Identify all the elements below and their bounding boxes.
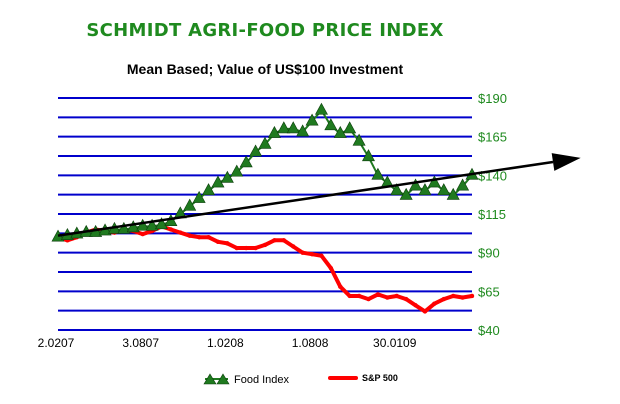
sp500-point (168, 227, 174, 232)
sp500-point (413, 303, 418, 308)
x-tick-label: 30.0109 (373, 336, 417, 350)
food-index-point (286, 121, 300, 134)
sp500-point (460, 295, 465, 300)
food-index-point (399, 187, 413, 200)
food-index-series (51, 102, 479, 242)
food-index-point (267, 125, 281, 138)
sp500-point (432, 301, 437, 306)
legend-food-marker (216, 373, 230, 385)
sp500-point (272, 238, 277, 243)
sp500-point (441, 296, 446, 302)
x-tick-label: 1.0208 (207, 336, 244, 350)
x-tick-label: 2.0207 (38, 336, 75, 350)
food-index-point (324, 118, 338, 131)
sp500-point (253, 245, 258, 251)
sp500-point (300, 250, 305, 255)
legend-item-sp500: S&P 500 (328, 373, 398, 383)
food-index-point (390, 183, 404, 196)
food-index-point (343, 121, 357, 134)
food-index-point (427, 175, 441, 188)
sp500-point (469, 293, 475, 299)
chart-title: SCHMIDT AGRI-FOOD PRICE INDEX (86, 20, 443, 41)
sp500-point (422, 309, 428, 314)
sp500-point (225, 241, 230, 246)
food-index-point (314, 102, 328, 115)
y-axis-ticks: $190$165$140$115$90$65$40 (478, 91, 507, 338)
food-index-point (239, 155, 253, 168)
y-tick-label: $165 (478, 130, 507, 145)
sp500-point (206, 235, 211, 240)
sp500-point (403, 296, 409, 302)
sp500-point (394, 293, 399, 299)
food-index-point (277, 121, 291, 134)
sp500-point (140, 231, 145, 237)
legend-food-marker (203, 373, 217, 385)
sp500-point (328, 265, 334, 271)
food-index-point (305, 113, 319, 126)
sp500-point (347, 293, 352, 299)
food-index-point (333, 125, 347, 138)
legend-food-label: Food Index (234, 374, 290, 386)
trend-arrowhead (551, 153, 581, 171)
food-index-point (437, 183, 451, 196)
x-tick-label: 3.0807 (122, 336, 159, 350)
sp500-point (196, 235, 202, 240)
sp500-point (338, 284, 343, 289)
y-tick-label: $190 (478, 91, 507, 106)
food-index-point (230, 164, 244, 177)
sp500-point (291, 244, 296, 249)
food-index-point (117, 221, 131, 234)
sp500-point (215, 239, 221, 245)
sp500-point (375, 292, 381, 297)
food-index-point (154, 217, 169, 230)
food-index-point (249, 144, 263, 157)
food-index-point (409, 178, 423, 191)
gridlines (58, 97, 472, 331)
x-tick-label: 1.0808 (292, 336, 329, 350)
food-index-point (352, 133, 366, 146)
sp500-point (187, 233, 192, 238)
food-index-point (136, 218, 150, 231)
food-index-point (220, 170, 234, 183)
sp500-point (385, 295, 390, 300)
legend: Food Index S&P 500 (203, 373, 398, 386)
food-index-point (296, 124, 310, 137)
sp500-point (178, 230, 183, 235)
food-index-point (446, 187, 460, 200)
sp500-point (366, 296, 371, 302)
food-index-point (183, 198, 197, 211)
trend-line (57, 160, 554, 237)
food-index-point (456, 178, 470, 191)
sp500-point (243, 245, 249, 251)
y-tick-label: $90 (478, 246, 500, 261)
food-index-point (361, 149, 376, 162)
chart-subtitle: Mean Based; Value of US$100 Investment (127, 61, 404, 77)
sp500-point (309, 252, 315, 257)
food-index-point (192, 190, 206, 203)
food-index-point (258, 136, 272, 149)
y-tick-label: $65 (478, 284, 500, 299)
legend-item-food: Food Index (203, 373, 290, 386)
y-tick-label: $40 (478, 323, 500, 338)
food-index-line (57, 108, 473, 239)
sp500-line (56, 224, 474, 314)
sp500-point (234, 245, 239, 251)
legend-sp500-label: S&P 500 (362, 373, 398, 383)
sp500-point (262, 242, 268, 248)
food-index-point (145, 218, 159, 231)
sp500-series (55, 224, 475, 314)
sp500-point (356, 293, 362, 299)
x-axis-ticks: 2.0207 3.0807 1.0208 1.0808 30.0109 (38, 336, 417, 350)
trend-arrow (57, 153, 581, 237)
food-index-point (371, 167, 385, 180)
sp500-point (281, 238, 287, 243)
food-index-point (126, 220, 140, 233)
y-tick-label: $115 (478, 207, 506, 222)
sp500-point (450, 293, 456, 299)
food-index-point (211, 175, 225, 188)
sp500-point (319, 253, 324, 258)
food-index-point (202, 183, 216, 196)
food-index-point (418, 183, 432, 196)
